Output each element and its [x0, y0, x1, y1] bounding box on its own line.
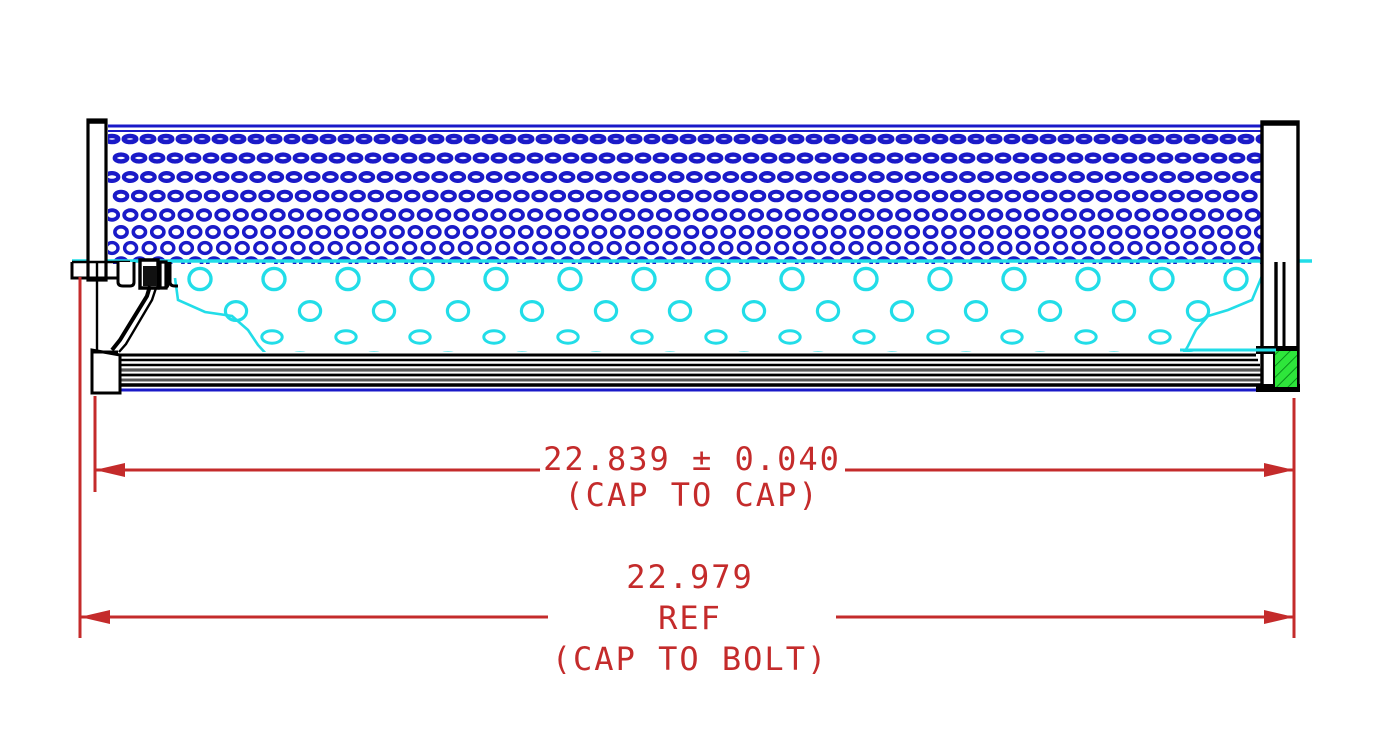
lower-mesh-screen — [187, 266, 1249, 360]
dimension-cap-to-cap: 22.839 ± 0.040 (CAP TO CAP) — [93, 396, 1294, 514]
upper-mesh-screen — [108, 124, 1268, 264]
dimension-cap-to-bolt: 22.979 REF (CAP TO BOLT) — [78, 277, 1296, 678]
lower-mesh-right-fold — [1180, 275, 1264, 357]
left-end-cap — [86, 118, 108, 282]
dim-cap-to-cap-value: 22.839 ± 0.040 — [543, 440, 841, 478]
pleat-pack — [90, 348, 1270, 395]
dim-cap-to-bolt-value: 22.979 — [626, 558, 754, 596]
dim-cap-to-bolt-ref: REF — [658, 599, 722, 637]
dim-cap-to-bolt-note: (CAP TO BOLT) — [552, 640, 828, 678]
bolt-fitting — [70, 258, 178, 353]
seal-gasket — [1273, 349, 1299, 389]
dim-cap-to-cap-note: (CAP TO CAP) — [564, 476, 819, 514]
lower-mesh-left-fold — [173, 277, 269, 357]
